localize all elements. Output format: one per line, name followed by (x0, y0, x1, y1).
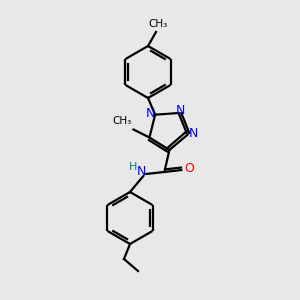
Text: CH₃: CH₃ (148, 19, 168, 29)
Text: O: O (184, 163, 194, 176)
Text: N: N (189, 127, 198, 140)
Text: H: H (129, 162, 138, 172)
Text: N: N (146, 107, 155, 120)
Text: N: N (176, 103, 185, 116)
Text: N: N (137, 166, 146, 178)
Text: CH₃: CH₃ (112, 116, 131, 127)
